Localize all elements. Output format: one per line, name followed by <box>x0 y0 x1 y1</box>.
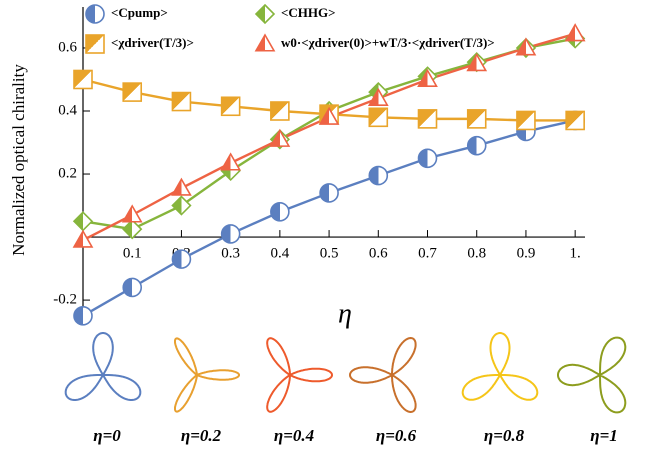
marker <box>369 108 387 126</box>
x-tick-label: 0.5 <box>320 245 339 261</box>
legend-label: <CHHG> <box>281 5 336 20</box>
x-tick-label: 0.6 <box>369 245 388 261</box>
marker <box>222 97 240 115</box>
inset-shape <box>463 333 538 400</box>
marker <box>172 93 190 111</box>
marker <box>271 102 289 120</box>
x-tick-label: 0.9 <box>517 245 536 261</box>
x-tick-label: 1. <box>570 245 581 261</box>
marker <box>517 111 535 129</box>
marker <box>419 110 437 128</box>
marker <box>222 154 240 170</box>
legend-label: <Cpump> <box>111 5 168 20</box>
x-tick-label: 0.3 <box>221 245 240 261</box>
marker <box>74 231 92 247</box>
marker <box>419 149 437 167</box>
inset-label: η=1 <box>590 426 618 445</box>
y-axis-label: Normalized optical chirality <box>9 64 28 256</box>
marker <box>123 206 141 222</box>
marker <box>74 70 92 88</box>
legend-label: w0·<χdriver(0)>+wT/3·<χdriver(T/3)> <box>281 35 495 50</box>
y-tick-label: 0.4 <box>58 102 77 118</box>
legend-marker <box>86 35 104 53</box>
inset-label: η=0 <box>93 426 121 445</box>
x-tick-label: 0.8 <box>467 245 486 261</box>
legend-marker <box>256 5 274 23</box>
marker <box>123 83 141 101</box>
x-axis-label: η <box>338 298 352 329</box>
marker <box>468 137 486 155</box>
inset-label: η=0.6 <box>376 426 417 445</box>
inset-shape <box>267 338 332 412</box>
inset-label: η=0.4 <box>274 426 314 445</box>
x-tick-label: 0.4 <box>270 245 289 261</box>
marker <box>172 250 190 268</box>
marker <box>74 307 92 325</box>
marker <box>172 179 190 195</box>
marker <box>468 110 486 128</box>
x-tick-label: 0.7 <box>418 245 437 261</box>
marker <box>271 203 289 221</box>
inset-shape <box>175 338 239 411</box>
inset-label: η=0.8 <box>484 426 525 445</box>
inset-shape <box>558 338 625 413</box>
marker <box>74 212 92 230</box>
marker <box>320 184 338 202</box>
marker <box>566 111 584 129</box>
chart: η Normalized optical chirality -0.2 0.2 0.… <box>0 0 657 462</box>
y-tick-label: 0.6 <box>58 39 77 55</box>
legend-marker <box>86 5 104 23</box>
marker <box>566 25 584 41</box>
inset-shape <box>350 338 416 412</box>
marker <box>123 278 141 296</box>
x-tick-label: 0.1 <box>123 245 142 261</box>
inset-shape <box>66 333 141 400</box>
inset-label: η=0.2 <box>181 426 222 445</box>
marker <box>172 197 190 215</box>
marker <box>369 167 387 185</box>
marker <box>123 220 141 238</box>
y-tick-label: 0.2 <box>58 165 77 181</box>
legend-marker <box>256 35 274 51</box>
legend-label: <χdriver(T/3)> <box>111 35 194 50</box>
y-tick-label: -0.2 <box>53 292 77 308</box>
series-line <box>83 34 575 240</box>
marker <box>222 225 240 243</box>
